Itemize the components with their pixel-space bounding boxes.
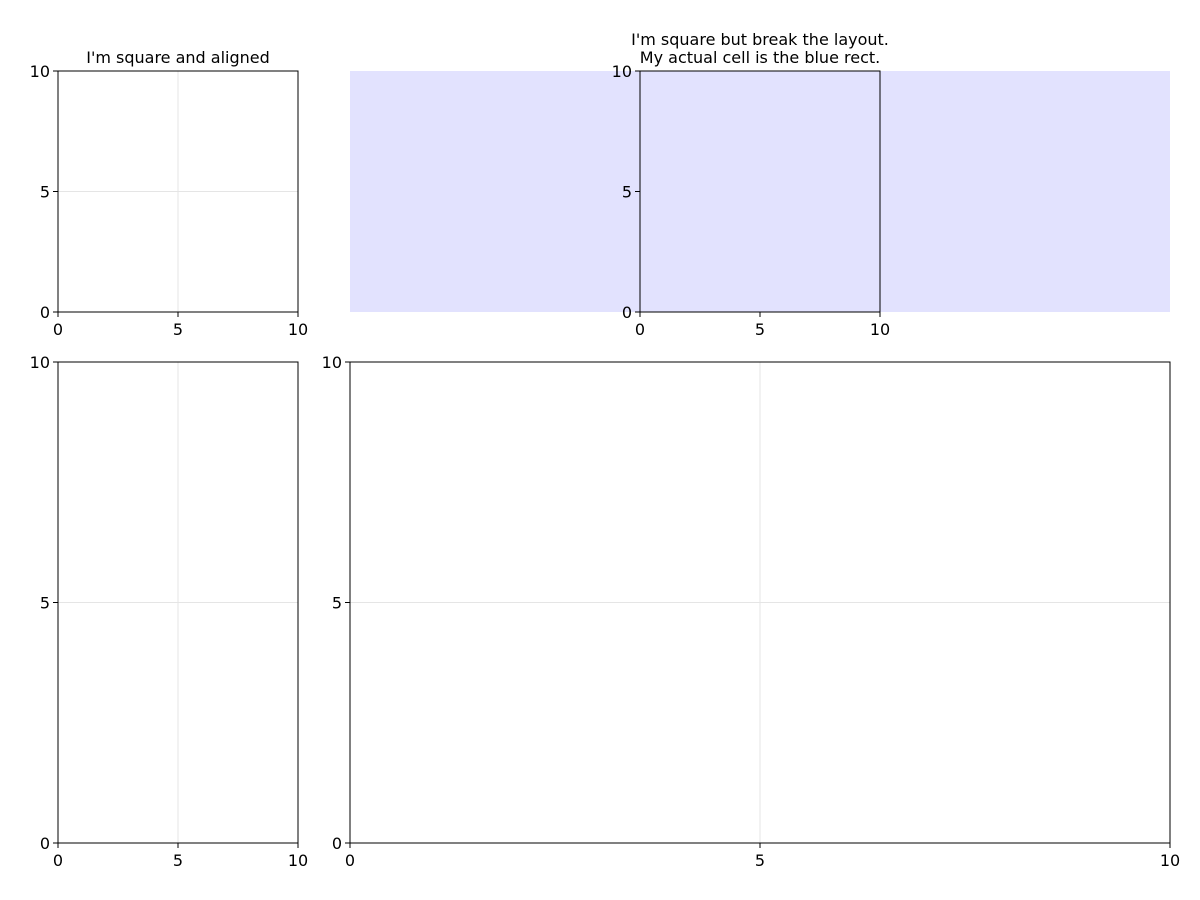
panel-title-line-1: I'm square but break the layout. [631, 30, 889, 49]
panel-title: I'm square and aligned [86, 48, 270, 67]
y-tick-label: 5 [40, 594, 50, 613]
y-tick-label: 10 [30, 353, 50, 372]
x-tick-label: 5 [755, 320, 765, 339]
y-tick-label: 0 [332, 834, 342, 853]
x-tick-label: 5 [173, 320, 183, 339]
panel-top-left: I'm square and aligned 0 5 10 0 5 10 [30, 48, 309, 339]
x-tick-label: 10 [288, 851, 308, 870]
x-tick-label: 10 [1160, 851, 1180, 870]
y-tick-label: 5 [622, 183, 632, 202]
x-tick-label: 0 [53, 851, 63, 870]
x-tick-label: 10 [870, 320, 890, 339]
y-tick-label: 5 [332, 594, 342, 613]
panel-top-right: I'm square but break the layout. My actu… [350, 30, 1170, 339]
cell-highlight-rect [350, 71, 1170, 312]
panel-bottom-left: 0 5 10 0 5 10 [30, 353, 309, 870]
y-tick-label: 5 [40, 183, 50, 202]
y-tick-label: 10 [322, 353, 342, 372]
y-tick-label: 0 [40, 303, 50, 322]
panel-bottom-right: 0 5 10 0 5 10 [322, 353, 1181, 870]
y-tick-label: 0 [622, 303, 632, 322]
panel-title-line-2: My actual cell is the blue rect. [640, 48, 880, 67]
x-tick-label: 5 [755, 851, 765, 870]
x-tick-label: 0 [345, 851, 355, 870]
x-tick-label: 10 [288, 320, 308, 339]
y-tick-label: 10 [30, 62, 50, 81]
y-tick-label: 0 [40, 834, 50, 853]
y-tick-label: 10 [612, 62, 632, 81]
x-tick-label: 0 [635, 320, 645, 339]
x-tick-label: 0 [53, 320, 63, 339]
x-tick-label: 5 [173, 851, 183, 870]
